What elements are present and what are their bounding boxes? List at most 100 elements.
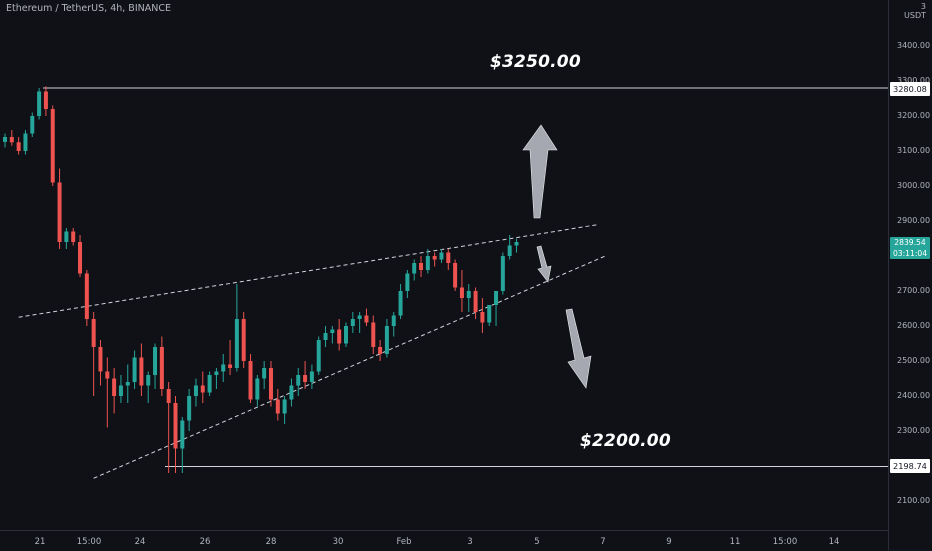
- live-price-value: 2839.54: [894, 238, 926, 247]
- currency-indicator[interactable]: 3 USDT: [904, 2, 926, 20]
- candle-body: [43, 91, 48, 109]
- candle-body: [330, 329, 335, 333]
- price-tick-label: 3300.00: [897, 76, 931, 85]
- candle-body: [241, 319, 246, 361]
- candle-body: [412, 263, 417, 274]
- candle-body: [514, 242, 519, 246]
- price-tick-label: 3100.00: [897, 146, 931, 155]
- candle-body: [275, 399, 280, 414]
- candle-body: [371, 322, 376, 347]
- candle-body: [391, 315, 396, 326]
- price-tick-label: 2300.00: [897, 426, 931, 435]
- chart-title: Ethereum / TetherUS, 4h, BINANCE: [6, 3, 171, 14]
- candle-body: [439, 252, 444, 260]
- candle-body: [357, 315, 362, 319]
- candle-body: [487, 305, 492, 323]
- trendline-upper: [18, 224, 599, 318]
- lower-target-label: $2200.00: [580, 431, 671, 451]
- candle-body: [84, 273, 89, 319]
- candle-body: [500, 256, 505, 291]
- candle-body: [98, 347, 103, 372]
- candle-body: [125, 382, 130, 386]
- candle-body: [23, 133, 28, 151]
- candle-body: [364, 315, 369, 323]
- candle-body: [78, 242, 83, 274]
- trendline-lower: [93, 255, 606, 479]
- candle-body: [425, 256, 430, 270]
- live-price-countdown: 03:11:04: [892, 249, 928, 258]
- candle-body: [132, 357, 137, 382]
- candle-body: [200, 385, 205, 393]
- candle-body: [248, 361, 253, 400]
- candle-body: [303, 375, 308, 382]
- price-tick-label: 2700.00: [897, 286, 931, 295]
- candle-body: [193, 385, 198, 396]
- candle-body: [112, 378, 117, 396]
- price-tick-label: 2100.00: [897, 496, 931, 505]
- candle-body: [344, 326, 348, 344]
- candle-body: [289, 385, 294, 400]
- candle-body: [268, 368, 273, 400]
- support-price-tag: 2198.74: [890, 459, 930, 473]
- price-tick-label: 2900.00: [897, 216, 931, 225]
- candle-body: [16, 142, 21, 151]
- time-tick-label: 9: [666, 537, 672, 547]
- small-down-arrow-icon: [536, 245, 552, 283]
- candle-body: [214, 371, 219, 375]
- price-tick-label: 3400.00: [897, 41, 931, 50]
- candle-body: [446, 252, 451, 263]
- candle-body: [384, 326, 389, 354]
- upper-target-label: $3250.00: [490, 52, 581, 72]
- candle-body: [139, 357, 144, 386]
- candle-body: [221, 364, 226, 372]
- candle-body: [30, 116, 35, 134]
- candle-body: [159, 347, 164, 389]
- candle-body: [473, 291, 478, 312]
- time-tick-label: 24: [134, 537, 146, 547]
- candle-body: [405, 273, 410, 291]
- candle-body: [228, 364, 233, 368]
- candle-body: [57, 182, 62, 242]
- currency-small: 3: [920, 2, 926, 11]
- currency-unit: USDT: [904, 11, 926, 20]
- candle-body: [507, 245, 512, 256]
- resistance-price-tag: 3280.08: [890, 82, 930, 96]
- candle-body: [37, 91, 42, 116]
- time-tick-label: 28: [265, 537, 277, 547]
- candle-body: [146, 375, 151, 386]
- time-axis[interactable]: [0, 530, 888, 551]
- down-arrow-icon: [565, 308, 592, 389]
- candle-body: [262, 368, 267, 379]
- candle-body: [255, 378, 260, 400]
- candle-body: [309, 371, 314, 382]
- candle-body: [91, 319, 96, 347]
- candle-body: [9, 137, 14, 143]
- candle-body: [432, 256, 437, 260]
- candle-body: [105, 371, 110, 379]
- price-tick-label: 2600.00: [897, 321, 931, 330]
- candle-body: [323, 333, 328, 340]
- candle-body: [166, 389, 171, 403]
- candle-body: [173, 403, 178, 449]
- candle-body: [337, 329, 342, 344]
- price-tick-label: 2500.00: [897, 356, 931, 365]
- time-tick-label: 11: [729, 537, 741, 547]
- live-price-tag: 2839.54 03:11:04: [890, 237, 930, 259]
- candle-body: [71, 231, 76, 242]
- price-tick-label: 3200.00: [897, 111, 931, 120]
- candle-body: [398, 291, 403, 316]
- candle-body: [378, 347, 383, 354]
- price-tick-label: 3000.00: [897, 181, 931, 190]
- time-tick-label: 15:00: [772, 537, 798, 547]
- candle-body: [282, 399, 287, 414]
- candle-body: [316, 340, 321, 372]
- candle-body: [296, 375, 301, 386]
- candle-body: [466, 291, 471, 298]
- candle-body: [3, 137, 7, 142]
- up-arrow-icon: [522, 124, 558, 219]
- candle-body: [459, 287, 464, 298]
- time-tick-label: 15:00: [76, 537, 102, 547]
- candle-body: [453, 263, 458, 288]
